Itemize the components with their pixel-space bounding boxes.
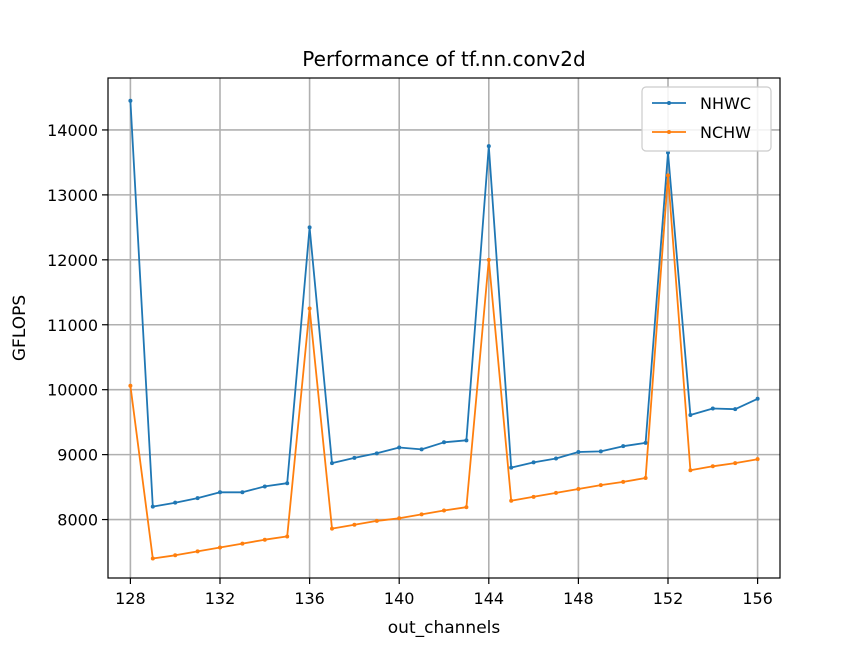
y-tick-label: 9000 — [57, 446, 98, 465]
data-point-nchw — [262, 537, 267, 542]
y-tick-label: 10000 — [47, 381, 98, 400]
data-point-nchw — [240, 541, 245, 546]
data-point-nhwc — [307, 225, 312, 230]
data-point-nhwc — [150, 504, 155, 509]
x-axis-ticks: 128 132 136 140 144 148 152 156 — [115, 578, 773, 608]
data-point-nhwc — [531, 460, 536, 465]
data-point-nchw — [554, 490, 558, 495]
data-point-nchw — [643, 476, 648, 480]
data-point-nchw — [150, 556, 155, 561]
data-point-nhwc — [218, 490, 222, 495]
data-point-nhwc — [330, 461, 334, 466]
grid — [108, 78, 780, 578]
plot-frame — [107, 77, 781, 579]
y-tick-label: 13000 — [47, 186, 98, 205]
legend: NHWC NCHW — [641, 86, 772, 152]
x-axis-label: out_channels — [388, 618, 501, 638]
legend-label-nhwc: NHWC — [700, 94, 751, 113]
data-point-nchw — [531, 494, 536, 499]
data-point-nhwc — [128, 98, 133, 103]
data-point-nhwc — [554, 456, 558, 461]
legend-label-nchw: NCHW — [700, 123, 751, 142]
x-tick-label: 152 — [653, 589, 684, 608]
y-tick-label: 14000 — [47, 121, 98, 140]
data-point-nchw — [330, 526, 334, 531]
data-point-nhwc — [598, 449, 603, 454]
x-tick-label: 156 — [742, 589, 773, 608]
data-point-nchw — [442, 508, 446, 513]
data-point-nhwc — [419, 447, 424, 452]
data-point-nchw — [755, 457, 760, 462]
legend-marker-nchw — [667, 130, 671, 134]
data-point-nhwc — [397, 445, 402, 450]
chart-title: Performance of tf.nn.conv2d — [302, 47, 585, 71]
data-point-nchw — [621, 479, 626, 484]
y-tick-label: 11000 — [47, 316, 98, 335]
data-point-nhwc — [352, 455, 357, 460]
data-point-nchw — [352, 522, 357, 527]
data-point-nhwc — [195, 496, 200, 501]
legend-marker-nhwc — [667, 101, 671, 105]
y-axis-label: GFLOPS — [10, 295, 30, 361]
data-point-nhwc — [464, 438, 469, 443]
series-nchw — [128, 173, 760, 561]
data-point-nchw — [374, 518, 379, 523]
data-point-nchw — [598, 483, 603, 488]
data-point-nhwc — [285, 481, 290, 486]
data-point-nhwc — [374, 451, 379, 456]
data-point-nchw — [710, 464, 715, 469]
series-nhwc — [128, 98, 760, 509]
data-point-nchw — [688, 468, 693, 473]
x-tick-label: 136 — [294, 589, 325, 608]
data-point-nchw — [285, 534, 290, 539]
data-point-nhwc — [576, 450, 581, 455]
data-point-nhwc — [442, 440, 446, 445]
x-tick-label: 140 — [384, 589, 415, 608]
data-point-nhwc — [755, 396, 760, 401]
x-tick-label: 132 — [205, 589, 236, 608]
y-tick-label: 12000 — [47, 251, 98, 270]
x-tick-label: 148 — [563, 589, 594, 608]
data-point-nhwc — [262, 484, 267, 489]
data-point-nchw — [128, 383, 133, 388]
data-point-nhwc — [666, 150, 670, 155]
x-tick-label: 144 — [474, 589, 505, 608]
x-tick-label: 128 — [115, 589, 146, 608]
data-point-nchw — [173, 553, 178, 558]
y-tick-label: 8000 — [57, 511, 98, 530]
data-point-nhwc — [710, 406, 715, 411]
data-point-nhwc — [621, 444, 626, 449]
data-point-nchw — [464, 505, 469, 510]
data-point-nhwc — [509, 465, 514, 470]
data-point-nchw — [419, 512, 424, 517]
y-axis-ticks: 8000 9000 10000 11000 12000 13000 14000 — [47, 121, 108, 530]
data-point-nhwc — [240, 490, 245, 495]
data-point-nchw — [733, 461, 738, 466]
data-point-nhwc — [173, 500, 178, 505]
series-layer — [128, 98, 760, 561]
data-point-nhwc — [733, 407, 738, 412]
data-point-nhwc — [486, 144, 491, 149]
data-point-nchw — [509, 498, 514, 503]
data-point-nchw — [576, 487, 581, 492]
data-point-nchw — [218, 545, 222, 550]
data-point-nchw — [307, 306, 312, 311]
data-point-nhwc — [688, 413, 693, 418]
data-point-nhwc — [643, 440, 648, 445]
data-point-nchw — [666, 173, 670, 178]
data-point-nchw — [397, 516, 402, 521]
data-point-nchw — [486, 257, 491, 262]
data-point-nchw — [195, 549, 200, 554]
